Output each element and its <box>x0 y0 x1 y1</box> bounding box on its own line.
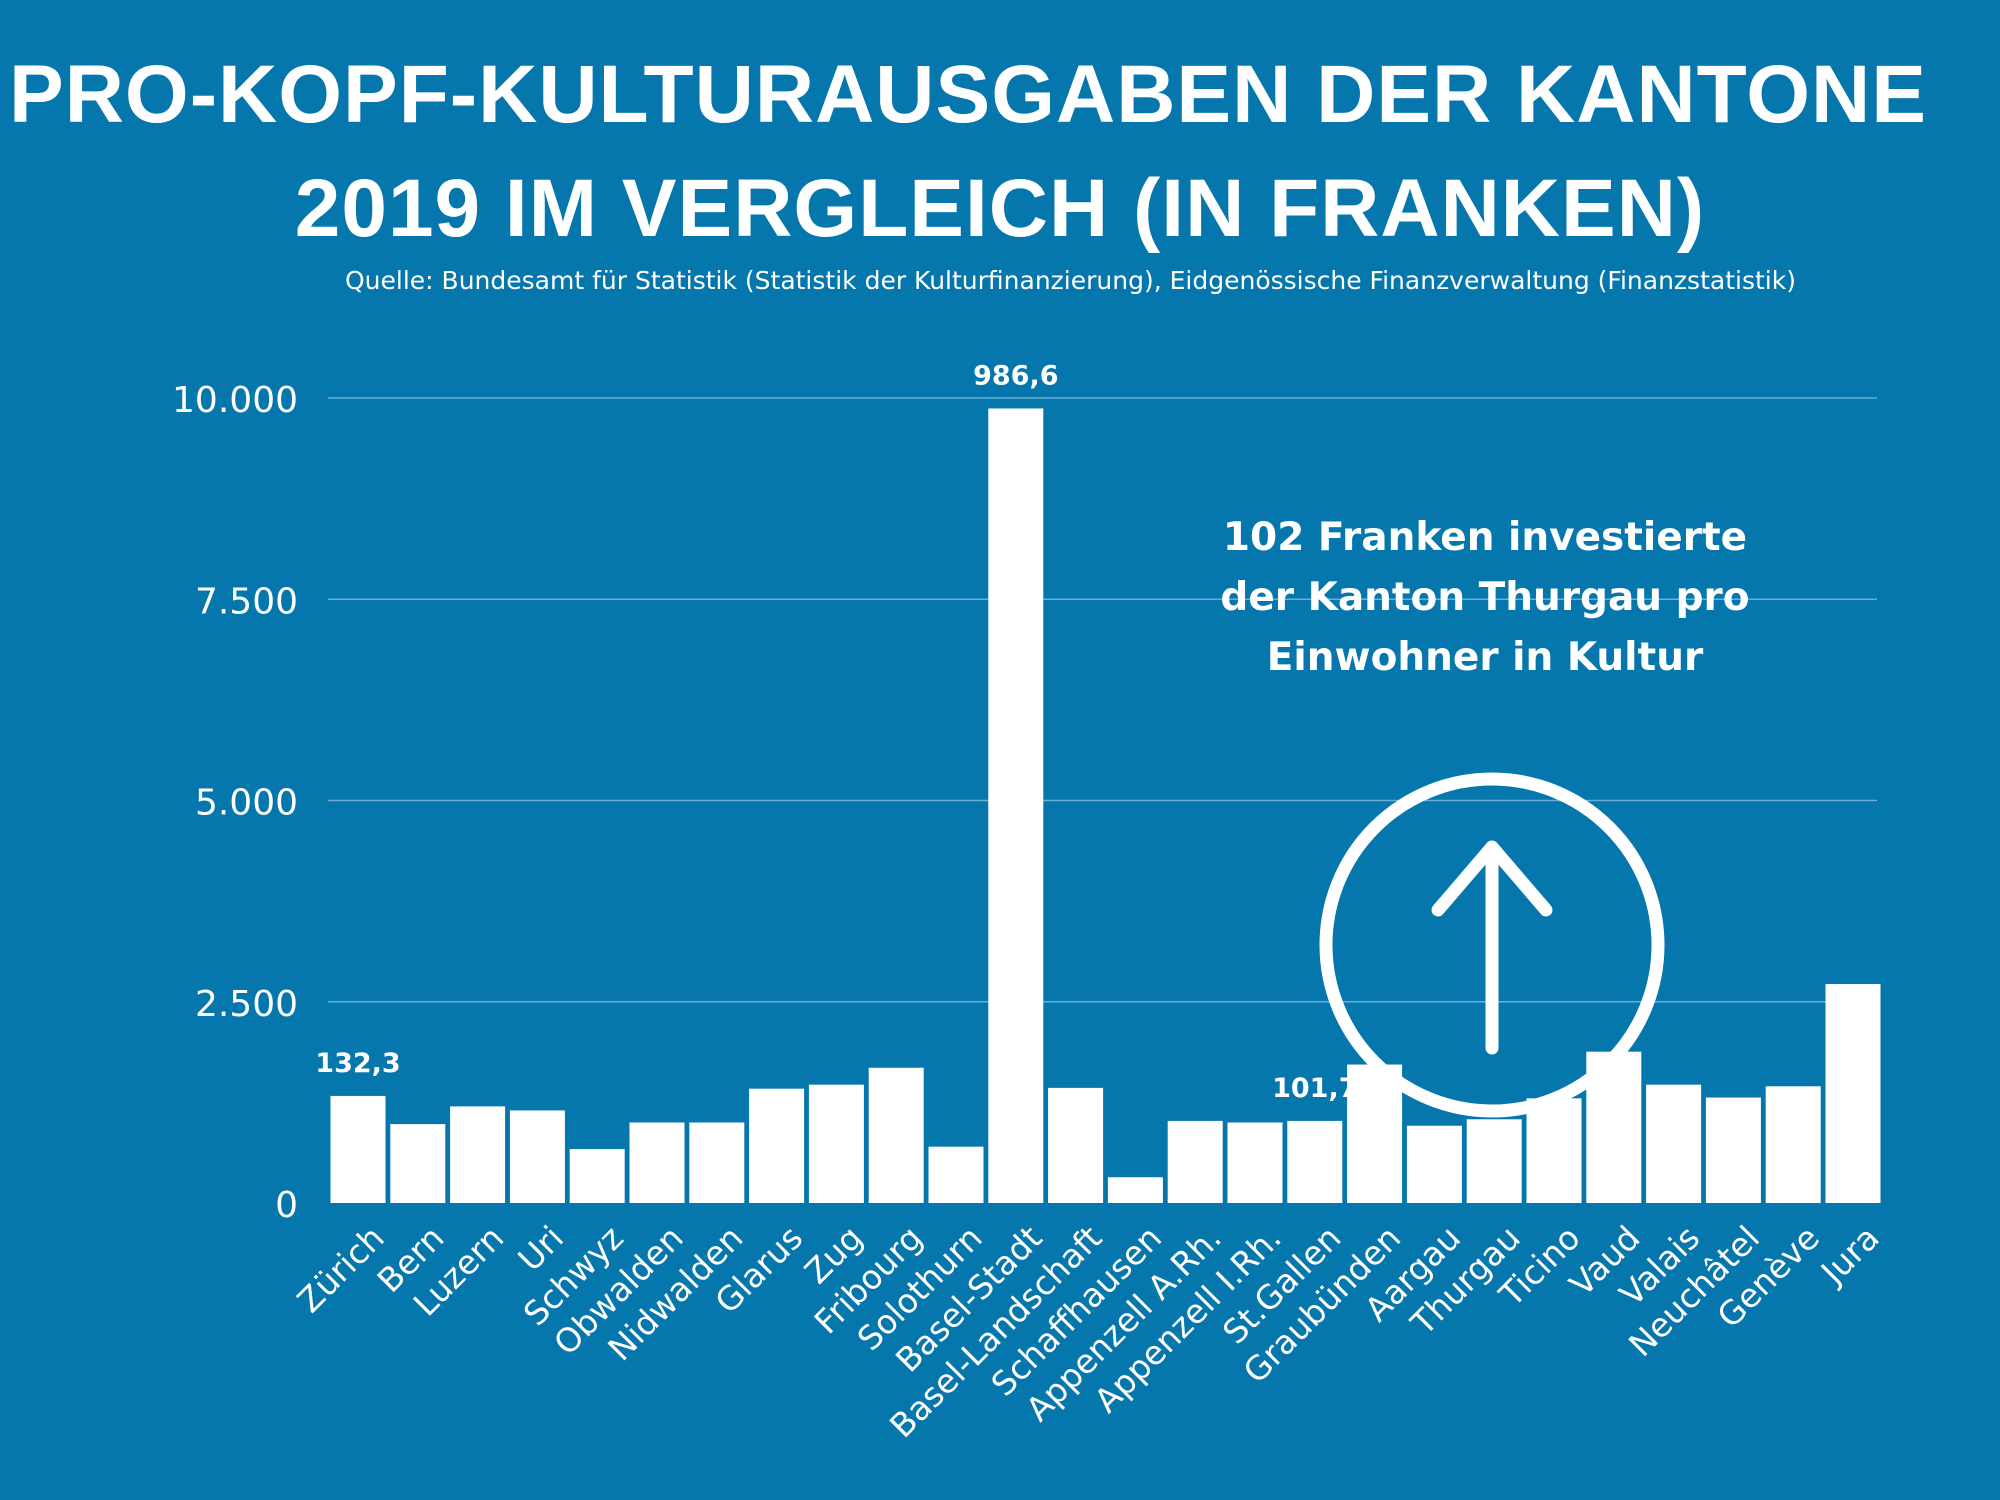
chart-title-line-2: 2019 IM VERGLEICH (IN FRANKEN) <box>294 163 1706 254</box>
bar <box>1107 1177 1163 1203</box>
bar <box>988 408 1044 1204</box>
bar <box>928 1146 984 1203</box>
thurgau-annotation: 102 Franken investierte der Kanton Thurg… <box>1220 515 1750 680</box>
y-axis-ticks: 0 2.500 5.000 7.500 10.000 <box>172 380 298 1226</box>
bar <box>1765 1086 1821 1203</box>
chart-title: PRO-KOPF-KULTURAUSGABEN DER KANTONE 2019… <box>0 38 2000 266</box>
data-label: 986,6 <box>973 360 1058 391</box>
data-label: 132,3 <box>315 1048 400 1079</box>
data-labels: 132,3 986,6 101,7 <box>315 360 1357 1103</box>
y-tick-label: 7.500 <box>195 581 298 622</box>
x-tick-label: Jura <box>1812 1218 1887 1293</box>
source-note: Quelle: Bundesamt für Statistik (Statist… <box>345 266 1796 295</box>
grid-lines <box>328 397 1877 1003</box>
bar <box>1167 1120 1223 1203</box>
bar <box>1287 1120 1343 1203</box>
bar <box>1825 984 1881 1203</box>
bar <box>1406 1125 1462 1203</box>
bar <box>1646 1084 1702 1203</box>
y-tick-label: 0 <box>275 1185 298 1226</box>
data-label: 101,7 <box>1272 1073 1357 1104</box>
y-tick-label: 2.500 <box>195 984 298 1025</box>
bar <box>808 1084 864 1203</box>
bar <box>1705 1097 1761 1203</box>
bar <box>1347 1064 1403 1203</box>
y-tick-label: 5.000 <box>195 783 298 824</box>
bar <box>509 1110 565 1203</box>
bar <box>629 1122 685 1203</box>
bar <box>1526 1098 1582 1203</box>
bar <box>689 1122 745 1203</box>
bar <box>1048 1087 1104 1203</box>
bar <box>330 1095 386 1203</box>
bar <box>749 1088 805 1203</box>
chart-title-line-1: PRO-KOPF-KULTURAUSGABEN DER KANTONE <box>9 49 1927 140</box>
bar <box>1466 1119 1522 1203</box>
y-tick-label: 10.000 <box>172 380 298 421</box>
up-arrow-circle-icon <box>1319 772 1665 1118</box>
bar <box>450 1106 506 1203</box>
bar <box>1227 1122 1283 1203</box>
bar <box>390 1124 446 1203</box>
bar <box>569 1149 625 1203</box>
bars <box>330 408 1881 1204</box>
bar <box>868 1067 924 1203</box>
